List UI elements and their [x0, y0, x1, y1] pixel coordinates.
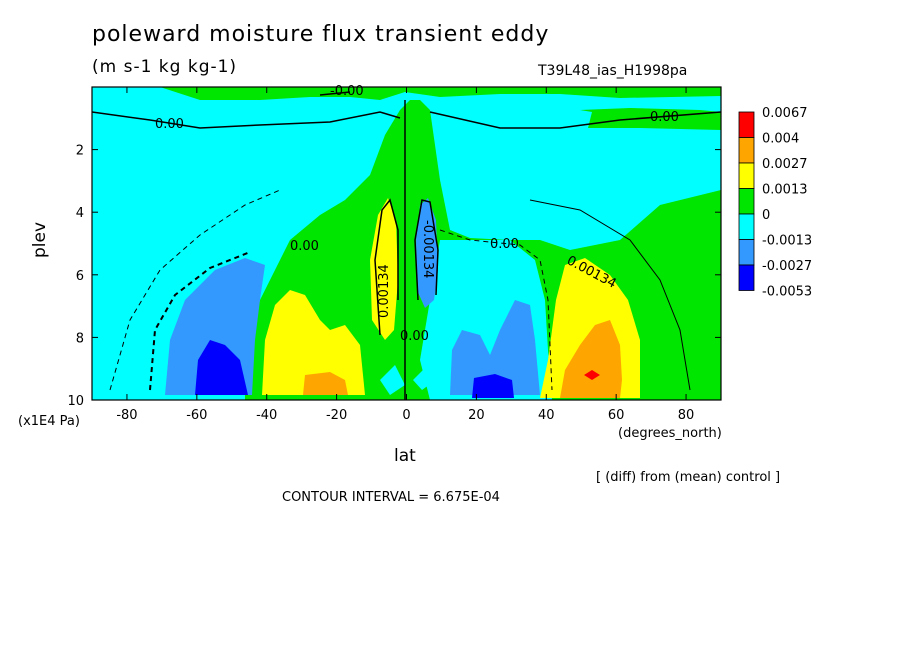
y-tick-label: 10 — [67, 394, 84, 409]
y-tick-label: 2 — [76, 144, 84, 159]
colorbar-label: -0.0027 — [762, 259, 812, 274]
colorbar-swatch — [738, 239, 755, 266]
colorbar-swatch — [738, 137, 755, 164]
y-tick-label: 6 — [76, 269, 84, 284]
x-tick-label: 40 — [538, 408, 555, 423]
x-axis: -80 -60 -40 -20 0 20 40 60 80 — [116, 87, 694, 423]
run-label: T39L48_ias_H1998pa — [538, 63, 688, 79]
contour-nh-dashed — [439, 229, 553, 391]
contour-interval: CONTOUR INTERVAL = 6.675E-04 — [282, 490, 500, 505]
footnote: [ (diff) from (mean) control ] — [596, 470, 781, 485]
field-eq-small-cell — [380, 365, 405, 395]
colorbar-swatch — [738, 213, 755, 240]
colorbar-label: -0.0013 — [762, 234, 812, 249]
x-tick-label: 20 — [468, 408, 485, 423]
contour-label: 0.00 — [650, 110, 679, 125]
contour-eq-positive — [374, 198, 399, 336]
colorbar-label: 0.0027 — [762, 157, 808, 172]
colorbar-label: 0 — [762, 208, 770, 223]
field-sh-positive — [262, 290, 365, 395]
colorbar-swatch — [738, 162, 755, 189]
x-axis-label: lat — [394, 446, 416, 466]
x-tick-label: 80 — [678, 408, 695, 423]
y-tick-label: 8 — [76, 331, 84, 346]
contour-eq-negative — [414, 199, 439, 301]
contour-label: -0.00 — [330, 84, 364, 99]
colorbar-swatch — [738, 111, 755, 138]
x-tick-label: 0 — [402, 408, 410, 423]
field-nh-moderate-negative — [450, 300, 540, 395]
field-nh-positive-strong — [560, 320, 622, 398]
colorbar-label: 0.0013 — [762, 183, 808, 198]
colorbar: 0.0067 0.004 0.0027 0.0013 0 -0.0013 -0.0027 -0… — [738, 106, 812, 300]
colorbar-label: 0.004 — [762, 132, 799, 147]
contour-nh-thin — [529, 199, 691, 391]
x-tick-label: -40 — [256, 408, 277, 423]
contour-label: 0.00 — [490, 237, 519, 252]
contour-label: 0.00 — [400, 329, 429, 344]
field-nh-strong-negative — [472, 374, 514, 398]
contour-lines — [92, 91, 721, 400]
contour-sh-dashed-2 — [149, 251, 251, 391]
x-axis-unit: (degrees_north) — [618, 426, 722, 441]
y-axis-unit: (x1E4 Pa) — [18, 414, 80, 429]
contour-label: -0.00134 — [420, 220, 435, 278]
field-nh-positive-peak — [584, 370, 600, 380]
contour-label: 0.00 — [290, 239, 319, 254]
field-sh-positive-strong — [303, 372, 348, 395]
x-tick-label: -80 — [116, 408, 137, 423]
colorbar-swatch — [738, 188, 755, 215]
x-tick-label: -60 — [186, 408, 207, 423]
x-tick-label: -20 — [326, 408, 347, 423]
contour-zero-top — [319, 91, 351, 96]
contour-label: 0.00 — [155, 117, 184, 132]
colorbar-swatch — [738, 264, 755, 291]
field-eq-negative-tongue — [416, 198, 438, 308]
filled-contours — [92, 87, 721, 400]
colorbar-label: -0.0053 — [762, 285, 812, 300]
y-tick-label: 4 — [76, 206, 84, 221]
y-axis: 2 4 6 8 10 — [67, 144, 721, 409]
field-eq-positive-tongue — [370, 198, 398, 340]
field-eq-small-cell-2 — [413, 368, 433, 390]
field-sh-strong-negative — [195, 340, 248, 395]
colorbar-label: 0.0067 — [762, 106, 808, 121]
contour-zero-upper-right — [429, 111, 721, 129]
x-tick-label: 60 — [608, 408, 625, 423]
chart-title: poleward moisture flux transient eddy — [92, 22, 550, 47]
contour-label: 0.00134 — [377, 264, 392, 318]
contour-sh-dashed — [109, 189, 281, 391]
contour-zero-upper-left — [92, 111, 401, 129]
chart-units: (m s-1 kg kg-1) — [92, 57, 238, 77]
